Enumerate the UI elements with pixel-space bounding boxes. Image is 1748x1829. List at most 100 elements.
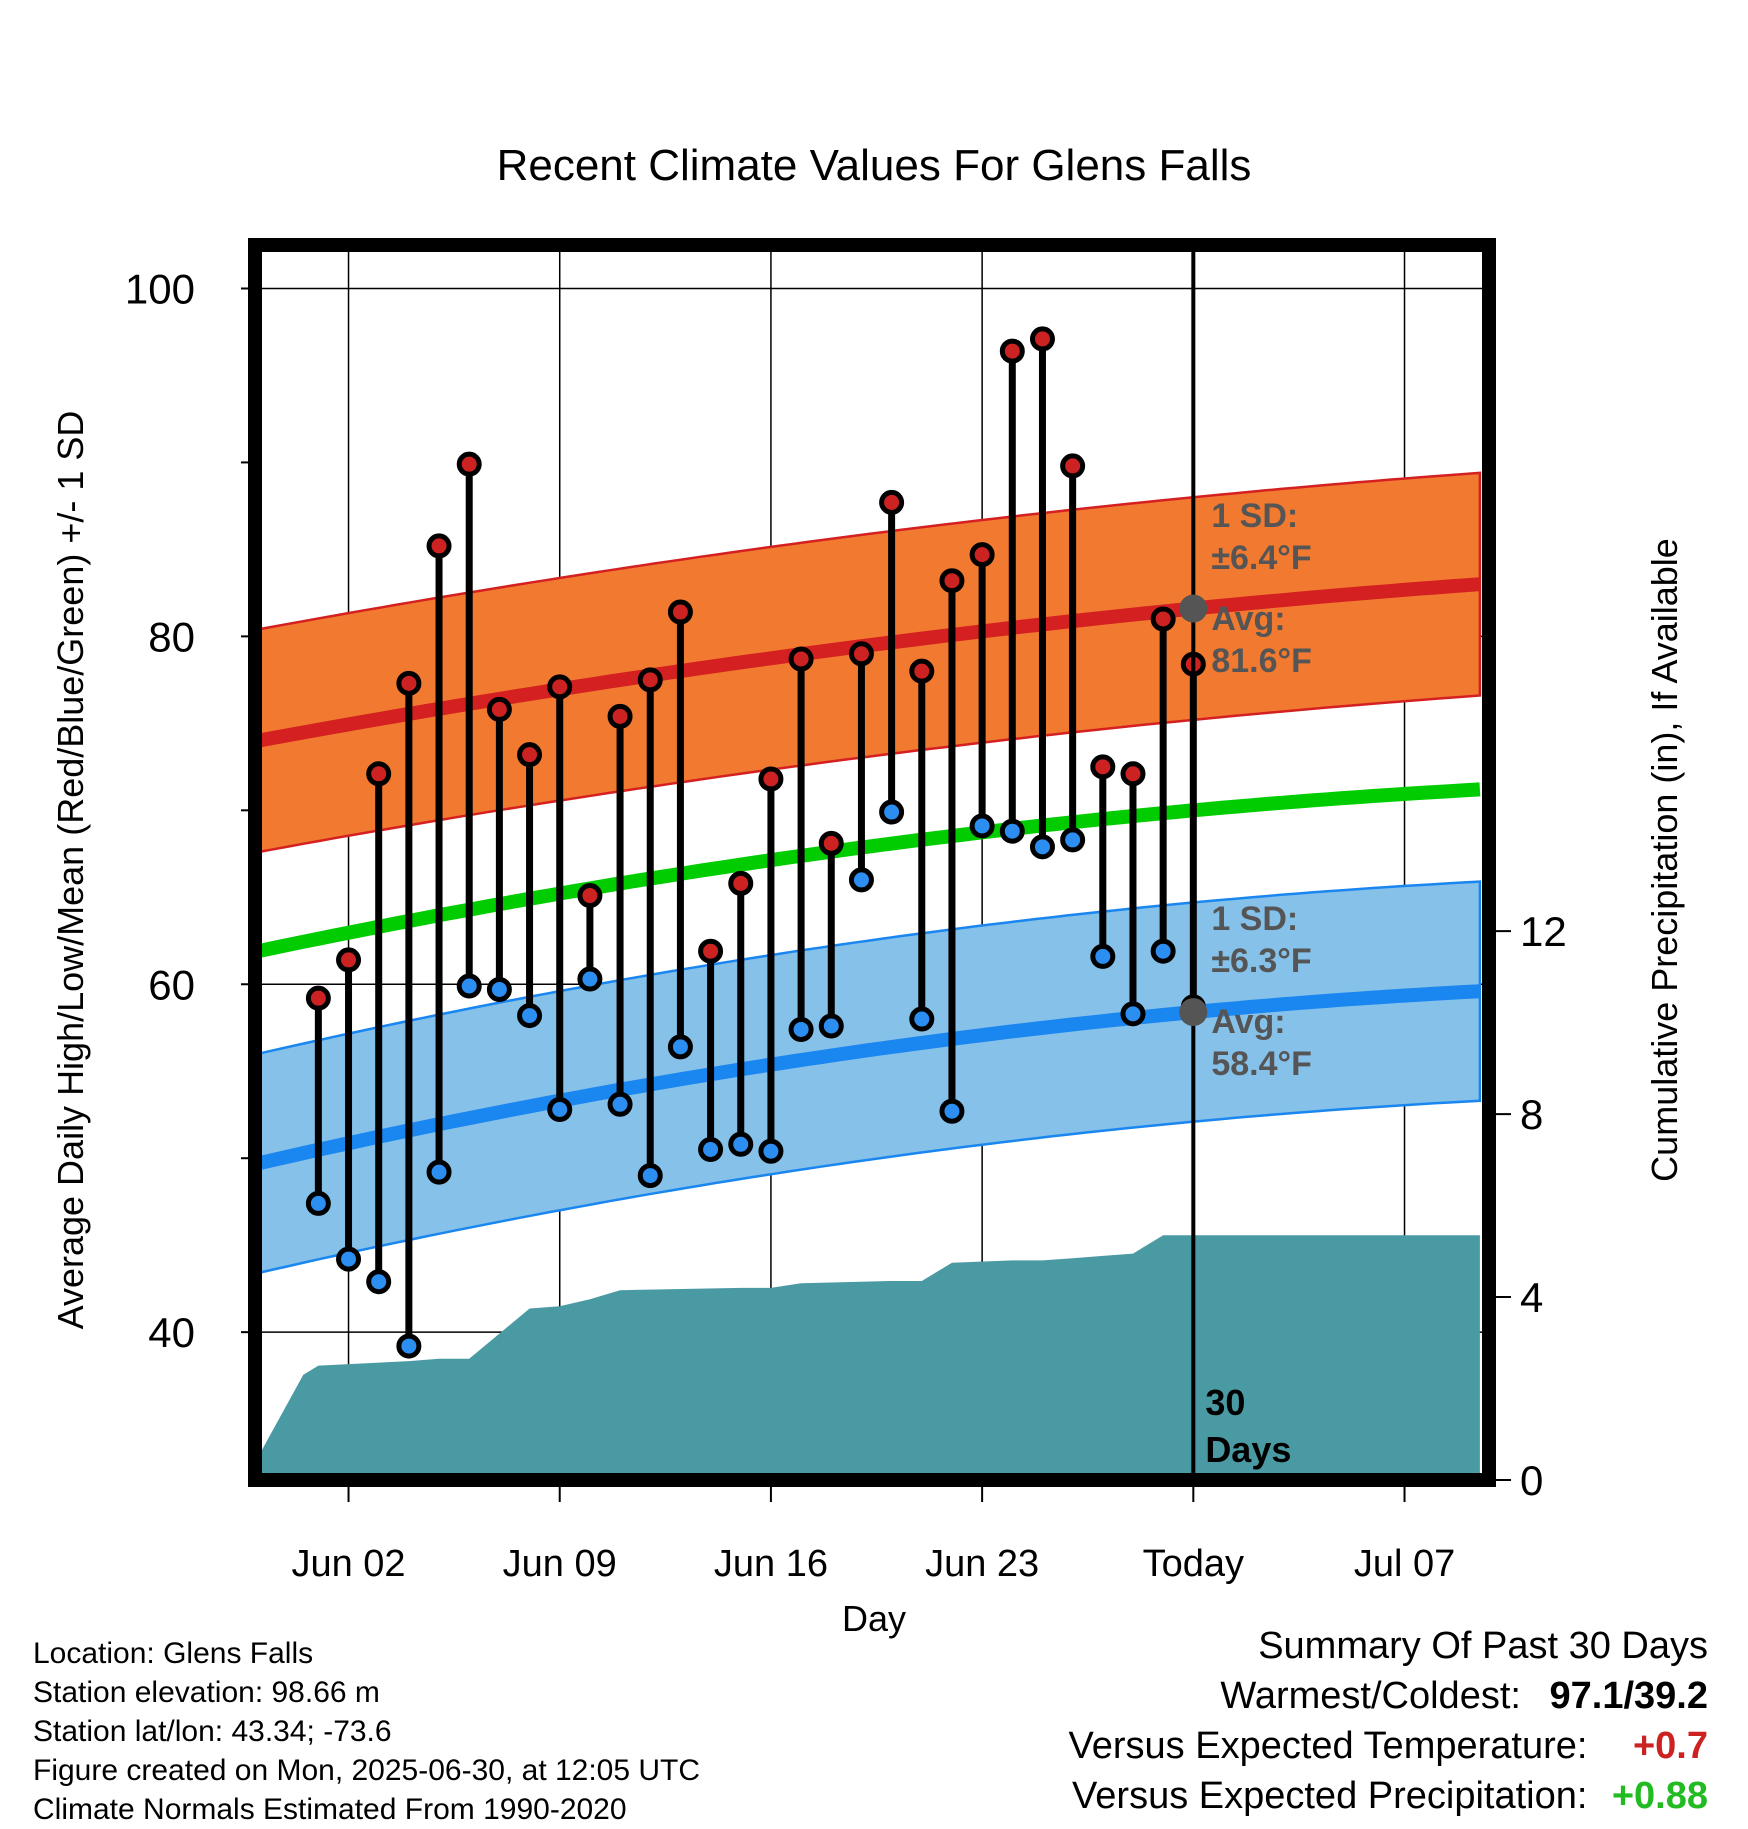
daily-high-point [426,533,452,559]
daily-high-point [1060,453,1086,479]
info-latlon: Station lat/lon: 43.34; -73.6 [33,1715,392,1748]
normal-low-band [256,880,1482,1275]
daily-high-point [758,766,784,792]
daily-low-point [336,1246,362,1272]
precip-value: +0.88 [1611,1775,1708,1817]
daily-high-point [879,489,905,515]
high-avg-annotation: 81.6°F [1211,642,1312,680]
daily-high-point [547,674,573,700]
summary-warm-cold: Warmest/Coldest: 97.1/39.2 [1069,1671,1708,1721]
plot-frame [248,238,1496,1487]
temp-label: Versus Expected Temperature: [1068,1725,1588,1767]
daily-low-point [366,1269,392,1295]
low-sd-annotation: ±6.3°F [1211,942,1311,980]
daily-low-point [305,1190,331,1216]
daily-high-point [607,703,633,729]
temp-value: +0.7 [1632,1725,1708,1767]
daily-low-point [667,1034,693,1060]
today-high-normal-marker [1179,594,1208,623]
normal-low-line [256,984,1481,1171]
daily-high-point [336,947,362,973]
low-avg-annotation: Avg: [1211,1003,1285,1041]
daily-low-point [879,799,905,825]
x-tick-label: Jun 09 [503,1543,617,1585]
warm-cold-value: 97.1/39.2 [1549,1675,1708,1717]
daily-low-point [1029,834,1055,860]
summary-precip: Versus Expected Precipitation: +0.88 [1069,1771,1708,1821]
daily-low-point [818,1013,844,1039]
x-tick-label: Jun 23 [925,1543,1039,1585]
high-avg-annotation: Avg: [1211,600,1285,638]
daily-high-point [667,599,693,625]
daily-high-point [305,985,331,1011]
y-tick-label: 40 [148,1309,195,1356]
daily-high-point [1120,761,1146,787]
info-normals: Climate Normals Estimated From 1990-2020 [33,1793,627,1826]
daily-high-point [1090,754,1116,780]
y2-tick-label: 4 [1520,1274,1543,1321]
low-sd-annotation: 1 SD: [1211,900,1298,938]
daily-low-point [909,1006,935,1032]
daily-low-point [426,1159,452,1185]
high-sd-annotation: 1 SD: [1211,497,1298,535]
daily-low-point [788,1016,814,1042]
daily-low-point [969,813,995,839]
x-tick-label: Jun 16 [714,1543,828,1585]
y2-tick-label: 0 [1520,1457,1543,1504]
daily-low-point [517,1003,543,1029]
daily-low-point [1090,943,1116,969]
daily-low-point [848,867,874,893]
daily-low-point [728,1131,754,1157]
daily-high-point [939,568,965,594]
summary-temp: Versus Expected Temperature: +0.7 [1069,1721,1708,1771]
daily-low-point [607,1091,633,1117]
y2-tick-label: 12 [1520,908,1567,955]
today-days-label-2: Days [1205,1429,1291,1470]
daily-low-point [486,976,512,1002]
precipitation-area [258,1235,1480,1480]
today-days-label: 30 [1205,1382,1245,1423]
x-tick-label: Jul 07 [1354,1543,1455,1585]
summary-title: Summary Of Past 30 Days [1258,1625,1708,1667]
daily-high-point [698,938,724,964]
y-tick-label: 60 [148,961,195,1008]
y2-axis-label: Cumulative Precipitation (in), If Availa… [1644,538,1685,1182]
daily-high-point [396,670,422,696]
daily-high-point [577,883,603,909]
daily-low-point [456,973,482,999]
daily-high-point [517,742,543,768]
precip-label: Versus Expected Precipitation: [1072,1775,1588,1817]
daily-high-point [456,451,482,477]
daily-high-point [909,658,935,684]
daily-low-point [1060,827,1086,853]
daily-low-point [939,1098,965,1124]
daily-low-point [637,1163,663,1189]
daily-high-point [1029,326,1055,352]
y-tick-label: 100 [125,265,195,312]
daily-low-point [698,1137,724,1163]
y-axis-label: Average Daily High/Low/Mean (Red/Blue/Gr… [50,411,91,1330]
daily-low-point [1120,1001,1146,1027]
daily-high-point [728,870,754,896]
daily-low-point [547,1097,573,1122]
daily-high-point [637,667,663,693]
daily-high-point [788,646,814,672]
warm-cold-label: Warmest/Coldest: [1220,1675,1521,1717]
normal-mean-line [256,782,1481,959]
chart-title: Recent Climate Values For Glens Falls [497,141,1252,190]
summary-panel: Summary Of Past 30 Days Warmest/Coldest:… [1069,1621,1708,1821]
x-axis-label: Day [842,1598,906,1639]
y-tick-label: 80 [148,613,195,660]
x-tick-label: Today [1143,1543,1244,1585]
station-info: Location: Glens Falls Station elevation:… [33,1634,700,1829]
daily-low-point [396,1333,422,1359]
daily-low-point [999,818,1025,844]
x-tick-label: Jun 02 [291,1543,405,1585]
daily-high-point [999,338,1025,364]
high-sd-annotation: ±6.4°F [1211,539,1311,577]
daily-high-point [1150,606,1176,632]
daily-low-point [758,1138,784,1164]
info-elevation: Station elevation: 98.66 m [33,1676,380,1709]
info-location: Location: Glens Falls [33,1637,314,1670]
